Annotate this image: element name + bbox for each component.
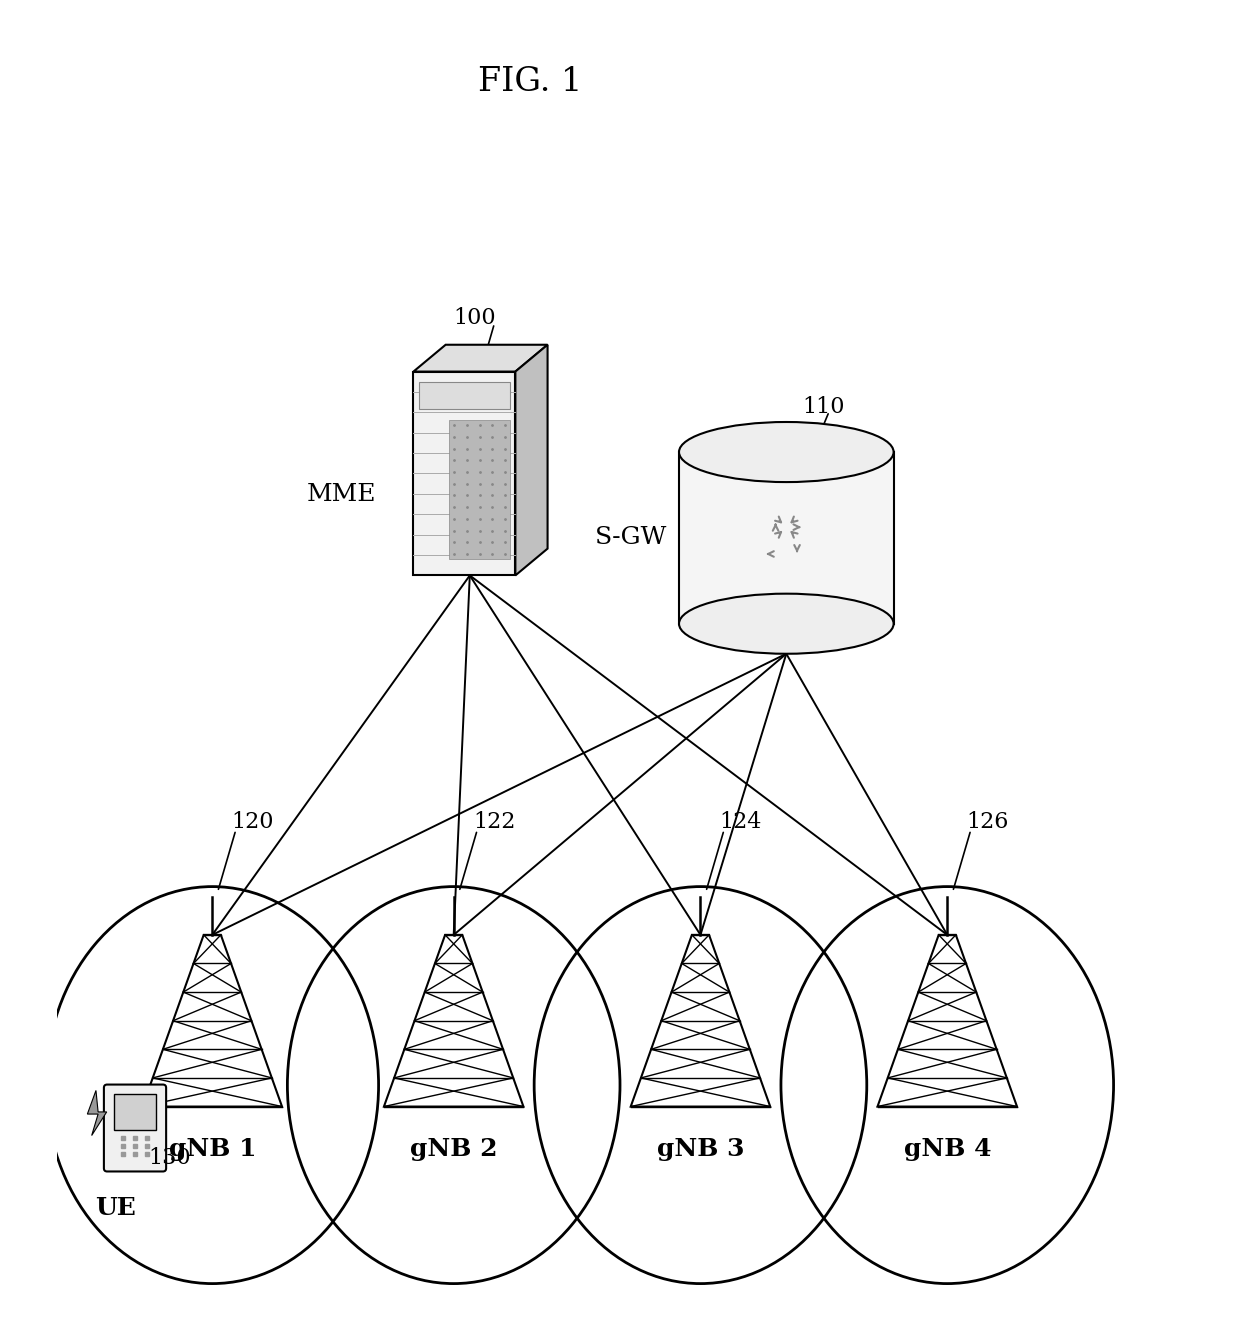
FancyBboxPatch shape <box>104 1085 166 1172</box>
Ellipse shape <box>680 422 894 482</box>
Text: 126: 126 <box>966 812 1009 833</box>
Polygon shape <box>413 345 548 371</box>
Polygon shape <box>680 452 894 624</box>
Text: gNB 4: gNB 4 <box>904 1137 991 1161</box>
Bar <box>449 419 511 559</box>
Ellipse shape <box>680 594 894 653</box>
Text: 124: 124 <box>719 812 763 833</box>
Text: gNB 3: gNB 3 <box>657 1137 744 1161</box>
Bar <box>419 382 510 409</box>
Polygon shape <box>143 935 281 1106</box>
Polygon shape <box>87 1090 107 1136</box>
Polygon shape <box>631 935 770 1106</box>
Text: 120: 120 <box>232 812 274 833</box>
Text: S-GW: S-GW <box>594 527 667 550</box>
Polygon shape <box>413 371 516 575</box>
Text: UE: UE <box>95 1196 136 1220</box>
Text: 100: 100 <box>454 306 496 329</box>
Text: 110: 110 <box>802 396 844 418</box>
Text: MME: MME <box>306 484 376 507</box>
Polygon shape <box>878 935 1017 1106</box>
Text: FIG. 1: FIG. 1 <box>477 66 582 98</box>
Text: 122: 122 <box>472 812 516 833</box>
Text: 130: 130 <box>148 1146 191 1169</box>
Bar <box>114 1094 156 1130</box>
Text: gNB 1: gNB 1 <box>169 1137 255 1161</box>
Polygon shape <box>516 345 548 575</box>
Text: gNB 2: gNB 2 <box>410 1137 497 1161</box>
Polygon shape <box>384 935 523 1106</box>
